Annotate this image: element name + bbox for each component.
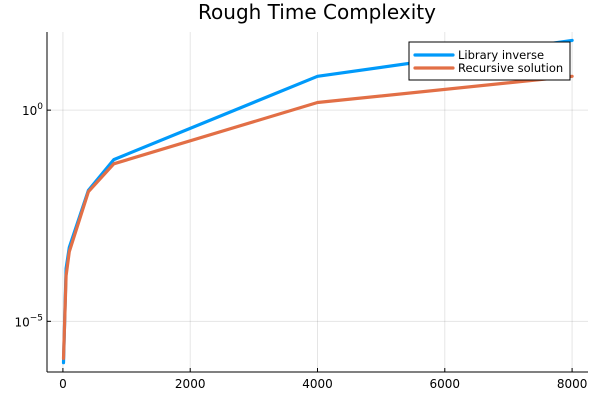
y-gridlines [47,109,588,322]
legend-box [408,41,571,81]
y-axis-ticks: 100 10−5 [14,102,51,329]
x-tick-label: 8000 [557,377,588,391]
legend-label-recursive-solution: Recursive solution [458,61,563,75]
series-layer [61,38,574,365]
legend: Library inverse Recursive solution [408,41,571,81]
legend-label-library-inverse: Library inverse [458,48,544,62]
y-tick-label: 10−5 [14,313,43,329]
x-tick-label: 6000 [430,377,461,391]
x-tick-label: 0 [59,377,67,391]
y-tick-label: 100 [22,102,43,118]
x-tick-label: 2000 [175,377,206,391]
chart-title: Rough Time Complexity [198,0,436,24]
x-axis-ticks: 0 2000 4000 6000 8000 [59,368,587,391]
series-line-recursive-solution [61,74,574,361]
x-tick-label: 4000 [302,377,333,391]
